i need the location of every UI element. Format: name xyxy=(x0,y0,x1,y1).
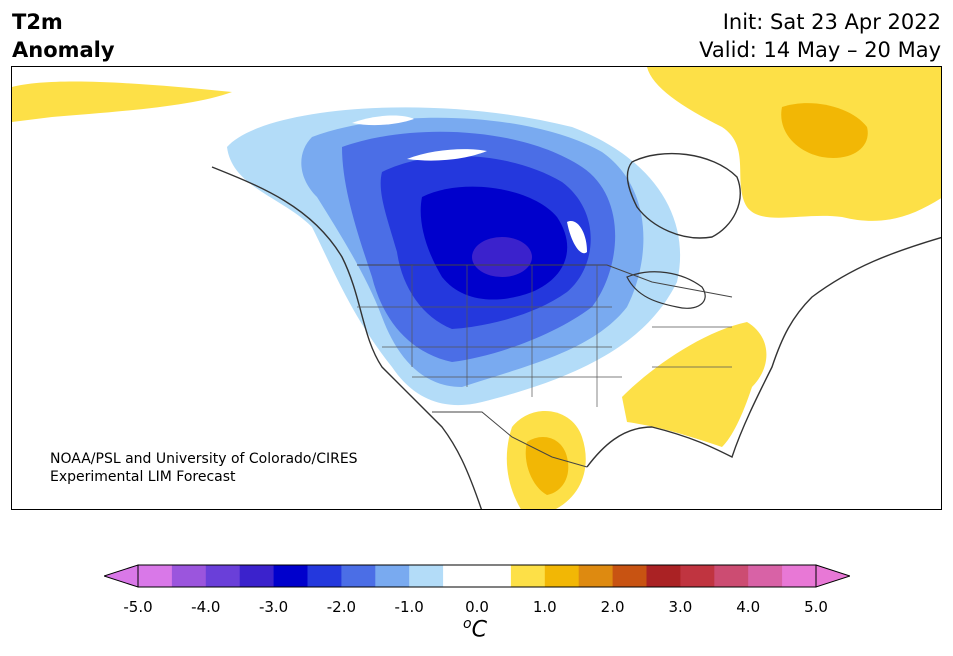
init-date: Init: Sat 23 Apr 2022 xyxy=(722,10,941,34)
colorbar-cell xyxy=(748,565,783,587)
colorbar-cell xyxy=(273,565,308,587)
colorbar-tick-label: -5.0 xyxy=(123,598,153,616)
colorbar-cell xyxy=(782,565,817,587)
colorbar-unit: oC xyxy=(463,616,487,642)
colorbar-cell xyxy=(205,565,241,587)
colorbar-cell xyxy=(578,565,614,587)
great-lakes xyxy=(626,271,706,309)
colorbar-tick-label: -1.0 xyxy=(394,598,424,616)
colorbar-cell xyxy=(239,565,275,587)
map-title: T2m Anomaly xyxy=(12,8,115,64)
colorbar-tick-label: 4.0 xyxy=(736,598,761,616)
colorbar-tick-label: 1.0 xyxy=(532,598,557,616)
colorbar-cell xyxy=(138,565,173,587)
colorbar-cell xyxy=(409,565,444,587)
colorbar-cell xyxy=(375,565,410,587)
colorbar-cell xyxy=(680,565,715,587)
us-canada-border xyxy=(357,264,733,298)
anomaly-map: NOAA/PSL and University of Colorado/CIRE… xyxy=(11,66,942,510)
coastline-west xyxy=(211,166,483,509)
map-canvas xyxy=(12,67,941,509)
colorbar-cell xyxy=(307,565,342,587)
unit-celsius: C xyxy=(471,617,487,643)
credit-text: NOAA/PSL and University of Colorado/CIRE… xyxy=(50,450,358,486)
title-variable: T2m xyxy=(12,10,63,34)
colorbar xyxy=(104,564,850,588)
colorbar-cell xyxy=(477,565,512,587)
colorbar-cell xyxy=(544,565,580,587)
colorbar-cells xyxy=(138,565,817,587)
title-anomaly: Anomaly xyxy=(12,38,115,62)
colorbar-tick-label: 3.0 xyxy=(668,598,693,616)
state-lines xyxy=(357,265,732,407)
colorbar-frame xyxy=(137,564,817,588)
colorbar-tick-label: 5.0 xyxy=(804,598,828,616)
colorbar-extend-high xyxy=(815,564,850,588)
colorbar-tick-label: 0.0 xyxy=(465,598,489,616)
colorbar-cell xyxy=(510,565,546,587)
colorbar-cell xyxy=(612,565,647,587)
colorbar-cell xyxy=(341,565,376,587)
colorbar-tick-label: 2.0 xyxy=(600,598,625,616)
colorbar-tick-label: -4.0 xyxy=(191,598,221,616)
unit-degree: o xyxy=(463,616,472,632)
credit-line-2: Experimental LIM Forecast xyxy=(50,469,236,485)
hudson-bay xyxy=(626,152,741,239)
colorbar-tick-label: -2.0 xyxy=(326,598,357,616)
credit-line-1: NOAA/PSL and University of Colorado/CIRE… xyxy=(50,451,358,467)
great-slave-lake xyxy=(407,149,487,161)
warm-arctic-core xyxy=(781,103,868,158)
cold-core xyxy=(472,237,532,277)
colorbar-cell xyxy=(646,565,681,587)
warm-mexico-core xyxy=(525,437,569,495)
colorbar-tick-label: -3.0 xyxy=(258,598,289,616)
warm-alaska xyxy=(12,81,232,122)
lake-winnipeg xyxy=(567,221,587,254)
colorbar-cell xyxy=(714,565,749,587)
colorbar-cell xyxy=(171,565,207,587)
forecast-dates: Init: Sat 23 Apr 2022 Valid: 14 May – 20… xyxy=(699,8,941,64)
colorbar-cell xyxy=(443,565,478,587)
valid-range: Valid: 14 May – 20 May xyxy=(699,38,941,62)
coastline-east xyxy=(586,236,941,468)
warm-southeast xyxy=(622,322,767,447)
warm-arctic xyxy=(647,67,941,221)
colorbar-extend-low xyxy=(104,564,139,588)
great-bear-lake xyxy=(352,115,414,126)
us-mexico-border xyxy=(432,411,588,468)
